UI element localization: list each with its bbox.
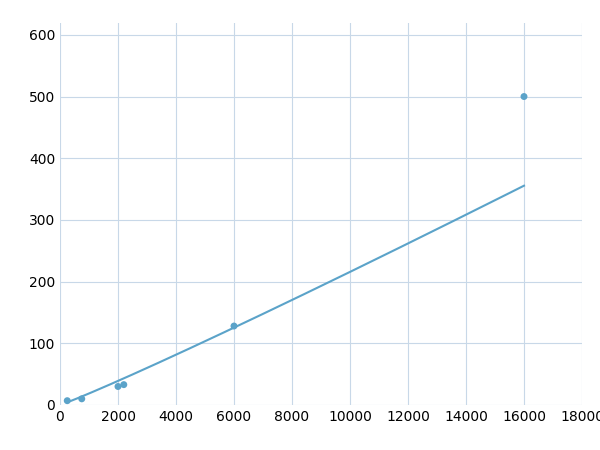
Point — [113, 383, 123, 390]
Point — [62, 397, 72, 404]
Point — [519, 93, 529, 100]
Point — [119, 381, 128, 388]
Point — [77, 395, 86, 402]
Point — [229, 323, 239, 330]
